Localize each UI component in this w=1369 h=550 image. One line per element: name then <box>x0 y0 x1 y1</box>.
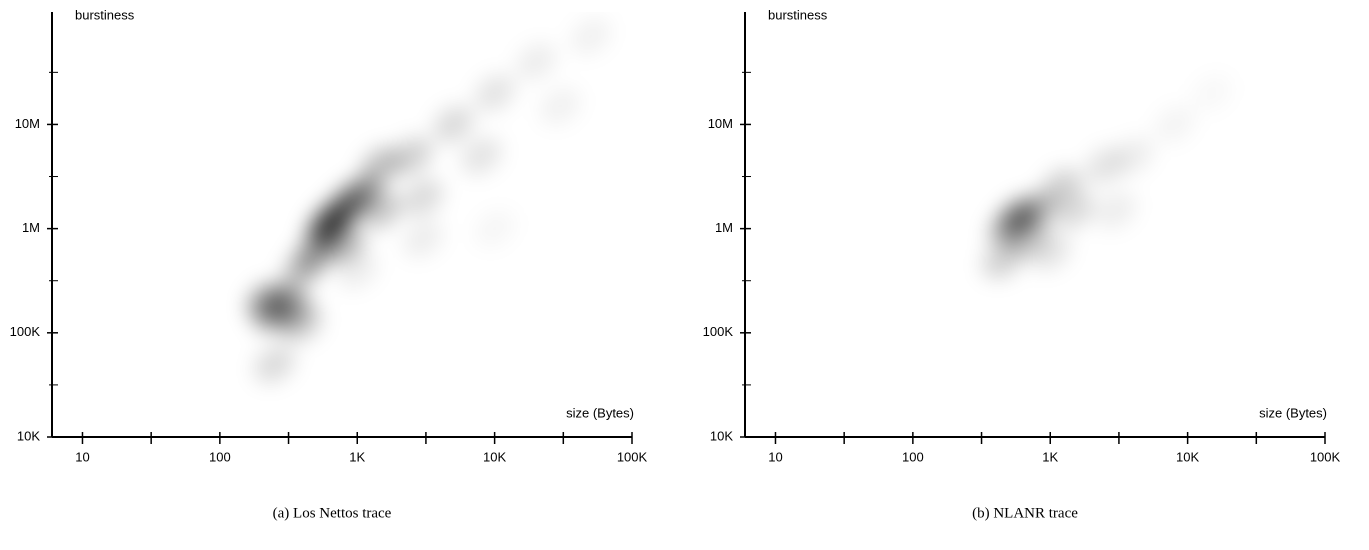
density-layer <box>982 67 1239 279</box>
density-blob <box>1095 191 1136 229</box>
y-tick-label: 10K <box>17 428 40 443</box>
caption: (a) Los Nettos trace <box>273 505 392 521</box>
density-blob <box>337 251 378 289</box>
x-tick-label: 1K <box>1042 449 1058 464</box>
density-blob <box>402 178 443 216</box>
x-axis-label: size (Bytes) <box>566 405 634 420</box>
density-blob <box>570 17 611 55</box>
density-blob <box>515 43 557 81</box>
density-blob <box>1112 137 1153 175</box>
chart-panel: 10 100 1K 10K 100K 10K 100K 1M 10M burstiness size… <box>703 7 1341 521</box>
density-blob <box>361 191 402 229</box>
x-tick-label: 100K <box>1310 449 1341 464</box>
x-axis-label: size (Bytes) <box>1259 405 1327 420</box>
x-tick-label: 10 <box>768 449 782 464</box>
density-blob <box>402 220 443 258</box>
density-blob <box>391 137 432 175</box>
y-tick-label: 10M <box>15 116 40 131</box>
chart-panel: 10 100 1K 10K 100K 10K 100K 1M 10M burstiness size… <box>10 7 648 521</box>
density-blob <box>282 306 323 343</box>
density-blob <box>1154 106 1195 143</box>
density-blob <box>467 203 521 255</box>
y-axis-label: burstiness <box>75 7 135 22</box>
density-blob <box>1030 233 1071 271</box>
y-tick-label: 100K <box>703 324 734 339</box>
density-blob <box>1185 67 1239 119</box>
density-blob <box>1054 191 1095 229</box>
x-tick-label: 100 <box>902 449 924 464</box>
y-tick-label: 100K <box>10 324 41 339</box>
caption: (b) NLANR trace <box>972 505 1078 521</box>
x-tick-label: 10 <box>75 449 89 464</box>
density-blob <box>461 137 502 175</box>
density-blob <box>540 87 581 125</box>
density-blob <box>254 345 295 383</box>
density-layer <box>246 17 611 383</box>
y-tick-label: 10K <box>710 428 733 443</box>
x-tick-label: 1K <box>349 449 365 464</box>
density-blob <box>433 106 474 143</box>
density-blob <box>361 147 402 185</box>
y-axis-label: burstiness <box>768 7 828 22</box>
density-blob <box>474 74 515 112</box>
x-tick-label: 10K <box>1176 449 1199 464</box>
x-tick-label: 100 <box>209 449 231 464</box>
x-tick-label: 10K <box>483 449 506 464</box>
y-tick-label: 1M <box>22 220 40 235</box>
x-tick-label: 100K <box>617 449 648 464</box>
y-tick-label: 1M <box>715 220 733 235</box>
y-tick-label: 10M <box>708 116 733 131</box>
